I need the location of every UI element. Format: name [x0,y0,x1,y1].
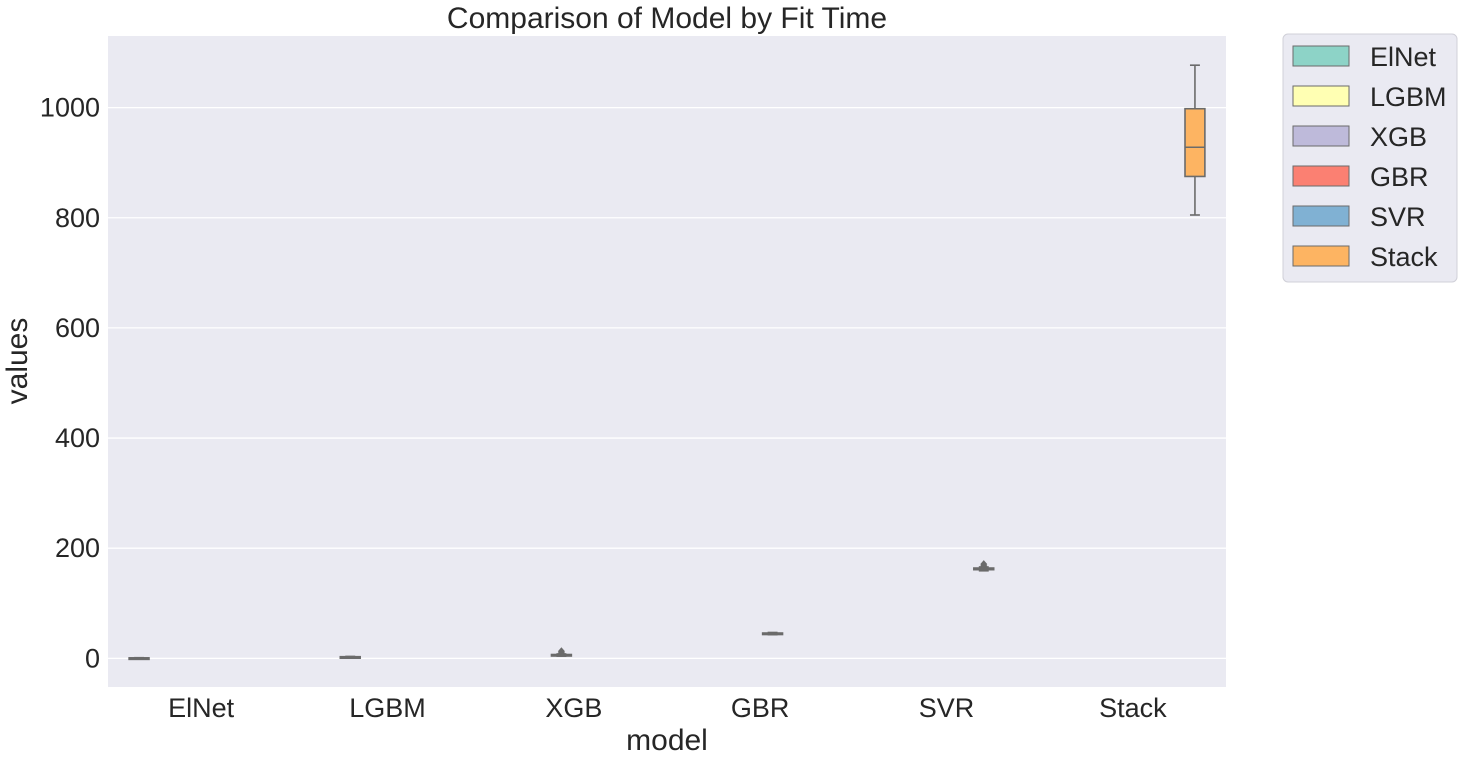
legend-swatch [1292,165,1350,187]
legend: ElNet LGBM XGB GBR SVR Stack [1282,33,1458,283]
y-axis-label: values [1,318,34,405]
x-tick-label-stack: Stack [1099,693,1167,723]
legend-swatch [1292,125,1350,147]
x-tick-label-xgb: XGB [545,693,602,723]
legend-swatch [1292,85,1350,107]
y-tick-label-800: 800 [55,203,100,233]
legend-swatch [1292,45,1350,67]
box-lgbm [339,655,361,660]
y-tick-label-0: 0 [85,643,100,673]
legend-entry-gbr: GBR [1292,162,1429,192]
legend-label: XGB [1370,122,1427,152]
legend-label: SVR [1370,202,1426,232]
box-stack [1184,64,1206,216]
legend-entry-stack: Stack [1292,242,1438,272]
legend-swatch [1292,205,1350,227]
legend-entry-svr: SVR [1292,202,1426,232]
legend-label: GBR [1370,162,1429,192]
x-tick-label-gbr: GBR [731,693,790,723]
outlier-point [557,647,565,656]
outlier-point [980,560,988,569]
box-elnet [128,656,150,661]
gridlines [108,106,1226,660]
x-tick-label-elnet: ElNet [168,693,235,723]
legend-entry-xgb: XGB [1292,122,1427,152]
chart-title: Comparison of Model by Fit Time [447,2,887,35]
plot-background [108,36,1226,687]
box-svr [973,560,995,572]
x-axis-label: model [626,724,708,757]
box-gbr [761,631,784,636]
y-tick-label-1000: 1000 [40,93,100,123]
legend-label: ElNet [1370,42,1437,72]
legend-label: Stack [1370,242,1438,272]
boxes [128,64,1206,661]
legend-swatch [1292,245,1350,267]
legend-entry-elnet: ElNet [1292,42,1437,72]
legend-label: LGBM [1370,82,1447,112]
y-tick-label-200: 200 [55,533,100,563]
legend-entry-lgbm: LGBM [1292,82,1447,112]
y-axis-ticks: 0 200 400 600 800 1000 [40,93,100,674]
x-tick-label-svr: SVR [919,693,975,723]
box-xgb [550,647,573,657]
y-tick-label-600: 600 [55,313,100,343]
y-tick-label-400: 400 [55,423,100,453]
box-body [1184,107,1206,178]
x-axis-ticks: ElNet LGBM XGB GBR SVR Stack [168,693,1167,723]
x-tick-label-lgbm: LGBM [349,693,426,723]
